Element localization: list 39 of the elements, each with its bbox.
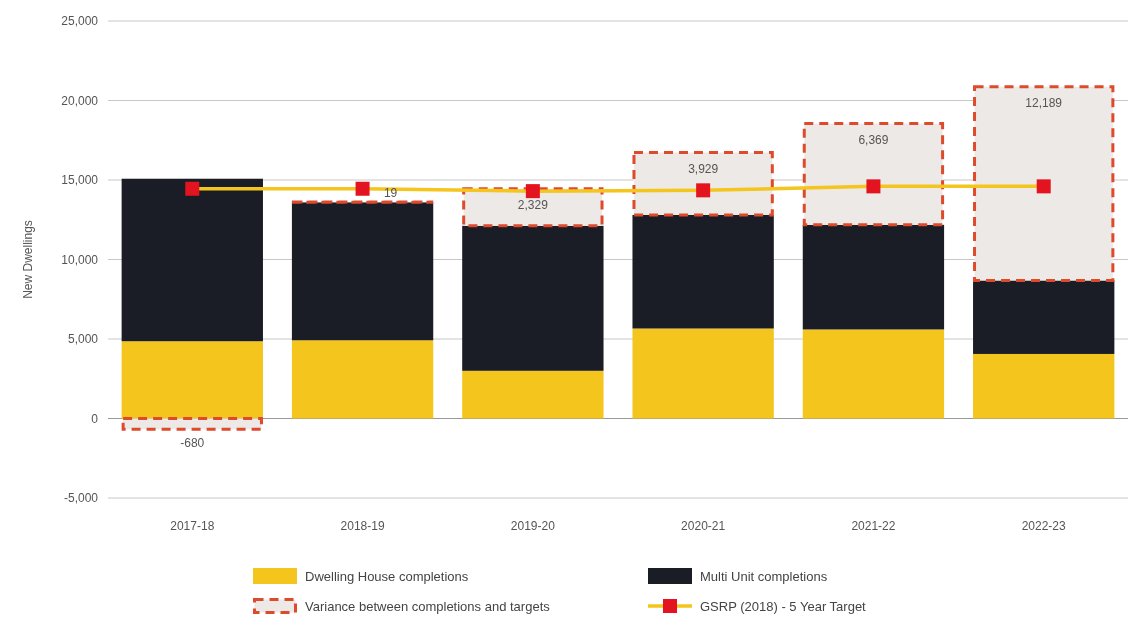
bar <box>462 370 604 419</box>
data-label: 6,369 <box>858 132 889 147</box>
bar <box>802 122 945 227</box>
data-label: 12,189 <box>1025 95 1063 110</box>
bar <box>121 341 263 419</box>
x-tick-label: 2022-23 <box>1021 519 1067 533</box>
y-tick-label: -5,000 <box>63 491 99 505</box>
bar <box>802 224 945 330</box>
bar <box>973 353 1115 419</box>
y-tick-label: 10,000 <box>61 252 99 267</box>
bar <box>632 151 774 217</box>
bar <box>632 328 774 419</box>
x-tick-label: 2017-18 <box>170 519 215 533</box>
legend-label: Variance between completions and targets <box>305 599 551 614</box>
data-label: -680 <box>180 436 205 451</box>
y-tick-label: 5,000 <box>67 332 99 346</box>
bar <box>291 202 434 341</box>
y-tick-label: 0 <box>91 411 99 426</box>
bar <box>973 85 1115 282</box>
y-axis-title: New Dwellings <box>21 220 35 299</box>
bar <box>121 178 263 342</box>
x-tick-label: 2021-22 <box>851 519 896 533</box>
bar <box>632 214 774 329</box>
bar <box>973 280 1115 354</box>
legend-label: GSRP (2018) - 5 Year Target <box>700 599 867 614</box>
legend-label: Multi Unit completions <box>700 569 828 584</box>
x-tick-label: 2020-21 <box>681 519 726 533</box>
legend-label: Dwelling House completions <box>305 569 469 584</box>
x-tick-label: 2018-19 <box>340 519 385 533</box>
bar <box>802 329 945 419</box>
bar <box>462 225 604 371</box>
data-label: 2,329 <box>517 197 549 212</box>
y-tick-label: 25,000 <box>61 14 99 28</box>
bar <box>291 340 434 419</box>
y-tick-label: 20,000 <box>61 93 99 108</box>
data-label: 3,929 <box>688 161 719 176</box>
x-tick-label: 2019-20 <box>510 519 556 533</box>
y-tick-label: 15,000 <box>61 173 99 187</box>
bar <box>121 417 263 431</box>
